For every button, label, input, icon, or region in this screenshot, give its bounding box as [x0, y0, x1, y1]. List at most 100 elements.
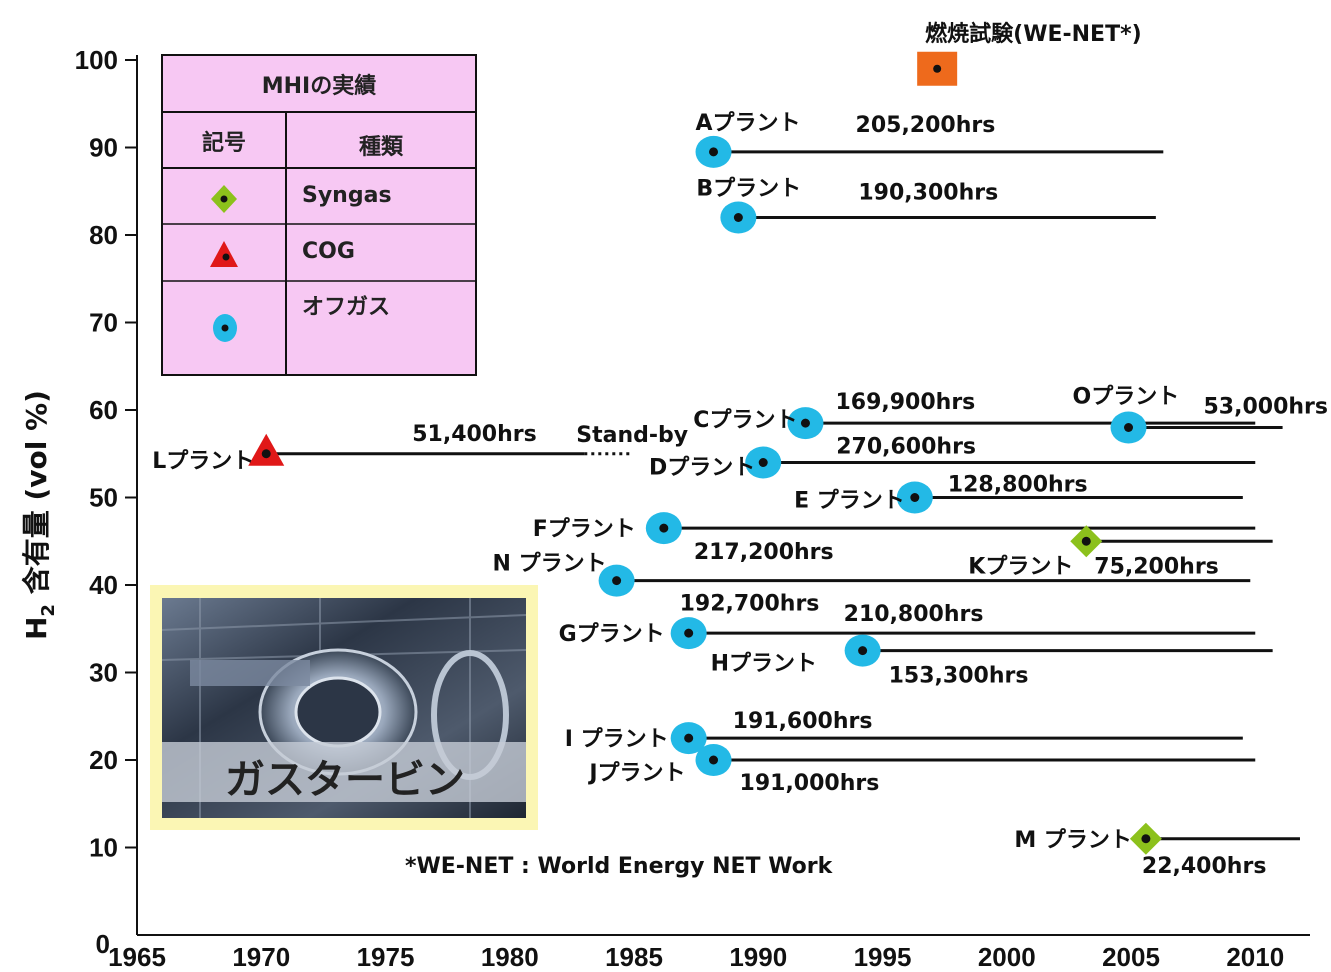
plant-nプラント: N プラント 192,700hrs [493, 552, 1251, 617]
x-tick-label: 2010 [1226, 942, 1284, 972]
plant-name-label: Fプラント [533, 517, 636, 542]
marker-center-dot [261, 449, 271, 459]
plant-hours-label: 270,600hrs [836, 435, 976, 460]
plant-name-label: Lプラント [152, 449, 254, 474]
combustion-test-marker [917, 51, 958, 86]
plant-iプラント: I プラント 191,600hrs [565, 709, 1243, 755]
marker-center-dot [612, 576, 622, 586]
y-tick-label: 80 [89, 220, 118, 250]
plant-name-label: Aプラント [696, 111, 801, 136]
marker-center-dot [758, 458, 768, 467]
plant-fプラント: Fプラント 217,200hrs [533, 512, 1256, 565]
y-tick-label: 30 [89, 658, 118, 688]
plant-name-label: Bプラント [696, 177, 801, 202]
gas-turbine-photo: ガスタービン [150, 585, 538, 830]
plant-name-label: Hプラント [711, 652, 817, 677]
plant-hours-label: 53,000hrs [1204, 395, 1329, 420]
y-tick-label: 60 [89, 395, 118, 425]
y-axis-label: H2 含有量 (vol %) [20, 390, 59, 640]
x-tick-label: 2000 [978, 942, 1036, 972]
offgas-ellipse-icon [213, 314, 237, 342]
legend-row-label: COG [302, 239, 355, 264]
plant-hours-label: 217,200hrs [694, 540, 834, 565]
plant-name-label: Dプラント [649, 456, 755, 481]
plant-mプラント: M プラント 22,400hrs [1014, 822, 1300, 879]
marker-center-dot [910, 493, 920, 502]
marker-center-dot [684, 628, 694, 638]
plant-hours-label: 22,400hrs [1142, 854, 1267, 879]
y-tick-label: 100 [75, 45, 118, 75]
y-tick-group: 0 10 20 30 40 50 60 70 80 90 100 [75, 45, 137, 959]
legend-background [161, 54, 477, 376]
x-tick-label: 1965 [108, 942, 166, 972]
marker-center-dot [709, 147, 719, 157]
plant-hours-label: 169,900hrs [835, 390, 975, 415]
plant-name-label: I プラント [565, 727, 669, 752]
legend-table: MHIの実績 記号 種類 Syngas COG オフガス [161, 54, 477, 376]
x-tick-label: 1970 [232, 942, 290, 972]
plant-jプラント: Jプラント 191,000hrs [587, 744, 1256, 796]
footnote: *WE-NET : World Energy NET Work [405, 854, 834, 879]
plant-gプラント: Gプラント 210,800hrs [559, 602, 1256, 650]
plant-lプラント: Lプラント 51,400hrs [152, 422, 632, 474]
x-tick-label: 1975 [357, 942, 415, 972]
plant-name-label: Oプラント [1073, 385, 1180, 410]
y-tick-label: 70 [89, 308, 118, 338]
x-tick-label: 1990 [729, 942, 787, 972]
y-tick-label: 10 [89, 833, 118, 863]
plant-dプラント: Dプラント 270,600hrs [649, 435, 1256, 481]
standby-label: Stand-by [576, 423, 688, 448]
photo-caption: ガスタービン [225, 757, 465, 803]
plant-name-label: Kプラント [968, 554, 1073, 579]
plant-hours-label: 191,000hrs [740, 771, 880, 796]
x-tick-label: 2005 [1102, 942, 1160, 972]
legend-row-label: オフガス [302, 295, 390, 320]
x-tick-label: 1995 [854, 942, 912, 972]
marker-center-dot [684, 733, 694, 743]
plant-cプラント: Cプラント 169,900hrs [693, 390, 1256, 440]
y-tick-label: 40 [89, 570, 118, 600]
y-tick-label: 50 [89, 483, 118, 513]
plant-hours-label: 51,400hrs [412, 422, 537, 447]
combustion-test-label: 燃焼試験(WE-NET*) [925, 21, 1141, 47]
y-tick-label: 20 [89, 745, 118, 775]
plant-name-label: Jプラント [587, 761, 685, 786]
plant-name-label: M プラント [1014, 828, 1132, 853]
plant-hours-label: 192,700hrs [680, 592, 820, 617]
plant-hours-label: 128,800hrs [948, 473, 1088, 498]
plant-hours-label: 153,300hrs [889, 664, 1029, 689]
x-tick-label: 1980 [481, 942, 539, 972]
syngas-diamond-icon [211, 185, 237, 213]
plant-hours-label: 75,200hrs [1094, 554, 1219, 579]
plant-name-label: E プラント [794, 489, 905, 514]
legend-col-type: 種類 [359, 135, 404, 160]
plant-eプラント: E プラント 128,800hrs [794, 473, 1243, 514]
marker-center-dot [1081, 536, 1091, 546]
plants-group: Aプラント 205,200hrs Bプラント 190,300hrs Cプラント 169,9… [152, 111, 1328, 879]
x-tick-label: 1985 [605, 942, 663, 972]
marker-center-dot [659, 523, 669, 533]
plant-hours-label: 190,300hrs [858, 181, 998, 206]
y-tick-label: 90 [89, 133, 118, 163]
plant-kプラント: Kプラント 75,200hrs [968, 525, 1273, 579]
plant-aプラント: Aプラント 205,200hrs [695, 111, 1164, 168]
plant-hours-label: 205,200hrs [856, 113, 996, 138]
plant-bプラント: Bプラント 190,300hrs [696, 177, 1156, 234]
plant-hプラント: Hプラント 153,300hrs [711, 634, 1273, 689]
plant-name-label: N プラント [493, 552, 607, 577]
plant-hours-label: 191,600hrs [733, 709, 873, 734]
marker-center-dot [709, 755, 719, 765]
legend-title: MHIの実績 [262, 73, 377, 99]
marker-center-dot [1124, 423, 1134, 432]
plant-oプラント: Oプラント 53,000hrs [1073, 385, 1329, 444]
y-tick-label: 0 [96, 929, 110, 959]
marker-center-dot [858, 646, 868, 656]
plant-name-label: Gプラント [559, 622, 665, 647]
legend-row-label: Syngas [302, 183, 392, 208]
plant-hours-label: 210,800hrs [844, 602, 984, 627]
legend-col-symbol: 記号 [202, 130, 246, 156]
marker-center-dot [733, 213, 743, 222]
x-tick-group: 1965 1970 1975 1980 1985 1990 1995 2000 2005 2010 [108, 942, 1284, 972]
plant-name-label: Cプラント [693, 408, 797, 433]
